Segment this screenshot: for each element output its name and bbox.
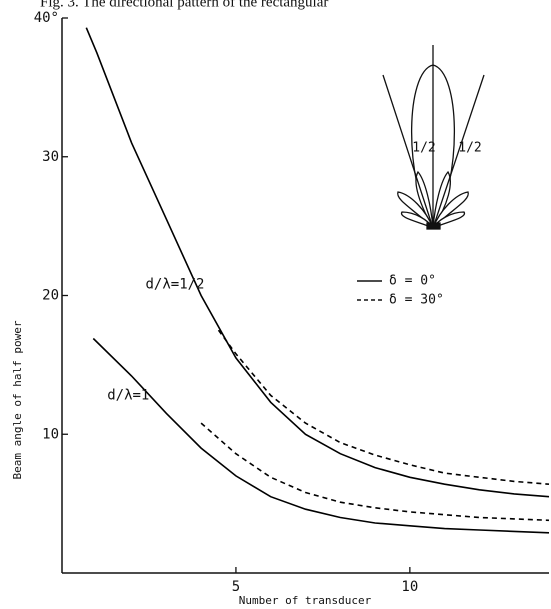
series-line: [92, 337, 550, 534]
series-line: [200, 422, 550, 522]
y-tick-label: 20: [42, 288, 59, 304]
series-line: [85, 27, 550, 498]
x-tick-label: 5: [232, 579, 240, 595]
inset-pattern: [382, 45, 485, 230]
series-line: [217, 329, 550, 485]
y-tick-label: 10: [42, 426, 59, 442]
x-tick-label: 10: [401, 579, 418, 595]
curve-label: d/λ=1/2: [145, 276, 204, 292]
x-axis-label: Number of transducer: [239, 594, 372, 607]
legend-label: δ = 30°: [389, 293, 444, 308]
legend-label: δ = 0°: [389, 274, 436, 289]
inset-label: 1/2: [412, 141, 435, 156]
inset-label: 1/2: [458, 141, 481, 156]
curve-label: d/λ=1: [107, 387, 149, 403]
y-tick-label: 40°: [34, 10, 59, 26]
y-axis-label: Beam angle of half power: [11, 320, 24, 479]
y-tick-label: 30: [42, 149, 59, 165]
chart-title: Fig. 3. The directional pattern of the r…: [40, 0, 328, 10]
